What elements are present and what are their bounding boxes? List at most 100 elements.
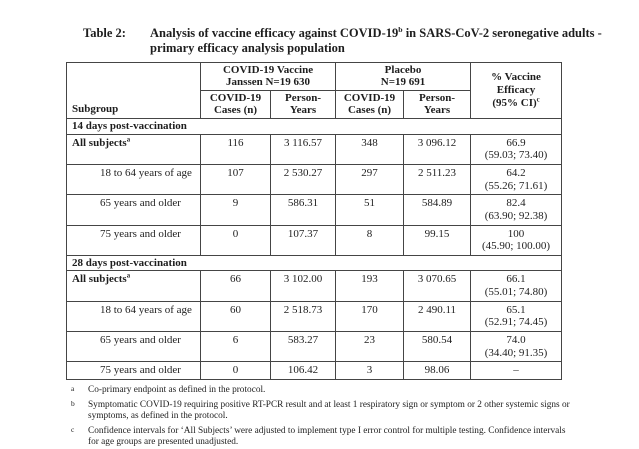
header-sub-row: COVID-19 Cases (n) Person- Years COVID-1… xyxy=(67,89,562,120)
header-efficacy-line2: Efficacy xyxy=(496,83,536,96)
subgroup-cell: 18 to 64 years of age xyxy=(66,163,201,196)
footnote-ref-a: a xyxy=(126,272,131,280)
header-vaccine-group: COVID-19 Vaccine Janssen N=19 630 xyxy=(199,61,337,91)
header-placebo-group-line2: N=19 691 xyxy=(380,76,426,89)
footnote-marker: c xyxy=(71,424,75,434)
subgroup-cell: All subjectsa xyxy=(66,133,201,165)
vaccine-person-years-cell: 106.42 xyxy=(269,361,337,380)
header-group-row: Subgroup COVID-19 Vaccine Janssen N=19 6… xyxy=(66,61,563,120)
placebo-person-years-cell: 3 096.12 xyxy=(403,133,472,165)
table-row-14d-all-subjects: All subjectsa 116 3 116.57 348 3 096.12 … xyxy=(66,133,563,165)
subgroup-cell: 18 to 64 years of age xyxy=(66,300,201,333)
vaccine-person-years-cell: 583.27 xyxy=(269,331,337,363)
placebo-person-years-cell: 98.06 xyxy=(403,361,472,380)
efficacy-cell: 100 (45.90; 100.00) xyxy=(470,224,563,256)
efficacy-table: Subgroup COVID-19 Vaccine Janssen N=19 6… xyxy=(65,61,563,380)
header-efficacy-line3: (95% CI)c xyxy=(492,95,540,109)
placebo-cases-cell: 51 xyxy=(335,194,405,226)
header-vaccine-person-years: Person- Years xyxy=(269,89,337,120)
placebo-person-years-cell: 584.89 xyxy=(403,194,472,226)
efficacy-ci: (45.90; 100.00) xyxy=(481,240,551,253)
table-row-14d-65-older: 65 years and older 9 586.31 51 584.89 82… xyxy=(66,194,563,226)
header-placebo-person-years: Person- Years xyxy=(403,89,472,120)
placebo-cases-cell: 170 xyxy=(335,300,405,333)
footnote-marker: b xyxy=(71,398,75,408)
efficacy-cell: 65.1 (52.91; 74.45) xyxy=(470,300,563,333)
footnote-text: Confidence intervals for ‘All Subjects’ … xyxy=(88,425,566,448)
efficacy-value: 100 xyxy=(507,227,525,240)
efficacy-cell: 82.4 (63.90; 92.38) xyxy=(470,194,563,226)
table-row-28d-75-older: 75 years and older 0 106.42 3 98.06 – xyxy=(66,361,563,380)
efficacy-value: 74.0 xyxy=(506,334,526,347)
placebo-cases-cell: 193 xyxy=(335,270,405,302)
vaccine-person-years-cell: 107.37 xyxy=(269,224,337,256)
footnote-c: c Confidence intervals for ‘All Subjects… xyxy=(69,424,639,449)
table-title-text: Analysis of vaccine efficacy against COV… xyxy=(150,24,602,57)
vaccine-person-years-cell: 3 116.57 xyxy=(269,133,337,165)
efficacy-cell: 74.0 (34.40; 91.35) xyxy=(470,331,563,363)
efficacy-ci: (34.40; 91.35) xyxy=(484,346,548,359)
vaccine-cases-cell: 0 xyxy=(200,361,271,380)
placebo-cases-cell: 8 xyxy=(335,224,405,256)
placebo-person-years-cell: 3 070.65 xyxy=(403,270,472,302)
placebo-cases-cell: 348 xyxy=(335,133,405,165)
table-row-14d-75-older: 75 years and older 0 107.37 8 99.15 100 … xyxy=(66,224,563,256)
vaccine-person-years-cell: 2 518.73 xyxy=(269,300,337,333)
header-placebo-group-line1: Placebo xyxy=(384,63,422,76)
title-text-part1: Analysis of vaccine efficacy against COV… xyxy=(150,26,399,40)
title-footnote-ref-b: b xyxy=(398,24,403,34)
subgroup-cell: 75 years and older xyxy=(66,361,201,380)
efficacy-ci: (52.91; 74.45) xyxy=(484,316,548,329)
efficacy-value: 82.4 xyxy=(506,197,526,210)
title-text-part2: in SARS-CoV-2 seronegative adults - prim… xyxy=(150,26,602,56)
table-title-label: Table 2: xyxy=(83,26,126,40)
efficacy-value: 66.9 xyxy=(506,136,526,149)
footnotes: a Co-primary endpoint as defined in the … xyxy=(69,383,639,449)
footnote-b: b Symptomatic COVID-19 requiring positiv… xyxy=(69,398,639,423)
header-vaccine-cases: COVID-19 Cases (n) xyxy=(200,89,271,120)
footnote-marker: a xyxy=(71,383,75,393)
footnote-text: Symptomatic COVID-19 requiring positive … xyxy=(88,399,570,422)
header-vaccine-group-line2: Janssen N=19 630 xyxy=(226,76,310,89)
vaccine-cases-cell: 9 xyxy=(200,194,271,226)
efficacy-value: 66.1 xyxy=(506,273,526,286)
vaccine-cases-cell: 6 xyxy=(200,331,271,363)
table-row-28d-all-subjects: All subjectsa 66 3 102.00 193 3 070.65 6… xyxy=(66,270,563,302)
table-row-28d-65-older: 65 years and older 6 583.27 23 580.54 74… xyxy=(66,331,563,363)
subgroup-cell: 65 years and older xyxy=(66,331,201,363)
footnote-ref-a: a xyxy=(126,136,131,144)
efficacy-cell: 64.2 (55.26; 71.61) xyxy=(470,163,563,196)
header-subgroup: Subgroup xyxy=(66,61,201,120)
efficacy-ci: (55.01; 74.80) xyxy=(484,286,548,299)
efficacy-ci: (55.26; 71.61) xyxy=(484,179,548,192)
vaccine-person-years-cell: 3 102.00 xyxy=(269,270,337,302)
efficacy-value: 64.2 xyxy=(506,166,526,179)
efficacy-ci: (59.03; 73.40) xyxy=(484,149,548,162)
header-efficacy-line1: % Vaccine xyxy=(491,71,541,84)
header-placebo-cases: COVID-19 Cases (n) xyxy=(335,89,405,120)
table-row-28d-18-64: 18 to 64 years of age 60 2 518.73 170 2 … xyxy=(66,300,563,333)
vaccine-person-years-cell: 2 530.27 xyxy=(269,163,337,196)
vaccine-cases-cell: 107 xyxy=(200,163,271,196)
vaccine-cases-cell: 116 xyxy=(200,133,271,165)
vaccine-cases-cell: 0 xyxy=(200,224,271,256)
table-row-14d-18-64: 18 to 64 years of age 107 2 530.27 297 2… xyxy=(66,163,563,196)
table-title: Table 2: Analysis of vaccine efficacy ag… xyxy=(83,24,639,57)
placebo-person-years-cell: 2 511.23 xyxy=(403,163,472,196)
header-vaccine-group-line1: COVID-19 Vaccine xyxy=(222,63,314,76)
subgroup-cell: 75 years and older xyxy=(66,224,201,256)
section-header-14-days: 14 days post-vaccination xyxy=(65,118,563,135)
placebo-person-years-cell: 580.54 xyxy=(403,331,472,363)
header-placebo-group: Placebo N=19 691 xyxy=(335,61,472,91)
efficacy-cell: 66.1 (55.01; 74.80) xyxy=(470,270,563,302)
efficacy-value: 65.1 xyxy=(506,303,526,316)
footnote-text: Co-primary endpoint as defined in the pr… xyxy=(88,384,266,395)
vaccine-cases-cell: 66 xyxy=(200,270,271,302)
placebo-cases-cell: 297 xyxy=(335,163,405,196)
vaccine-cases-cell: 60 xyxy=(200,300,271,333)
efficacy-ci: (63.90; 92.38) xyxy=(484,209,548,222)
placebo-person-years-cell: 2 490.11 xyxy=(403,300,472,333)
vaccine-person-years-cell: 586.31 xyxy=(269,194,337,226)
placebo-person-years-cell: 99.15 xyxy=(403,224,472,256)
